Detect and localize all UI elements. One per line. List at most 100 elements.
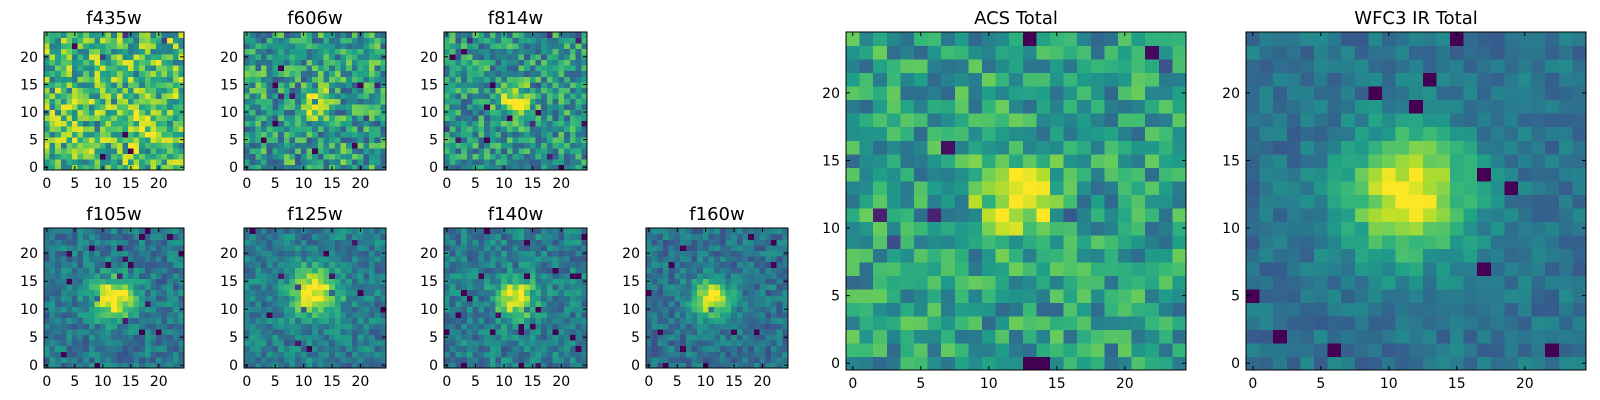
heatmap-cell	[60, 81, 67, 88]
heatmap-cell	[472, 295, 479, 302]
heatmap-cell	[55, 239, 62, 246]
heatmap-cell	[357, 328, 364, 335]
heatmap-cell	[472, 92, 479, 99]
heatmap-cell	[357, 131, 364, 138]
heatmap-cell	[725, 317, 732, 324]
heatmap-cell	[569, 317, 577, 324]
heatmap-cell	[272, 289, 279, 296]
heatmap-cell	[161, 48, 168, 55]
heatmap-cell	[663, 328, 670, 335]
heatmap-cell	[512, 312, 519, 319]
heatmap-cell	[674, 256, 681, 263]
heatmap-cell	[323, 306, 330, 313]
heatmap-cell	[575, 142, 582, 149]
heatmap-cell	[478, 131, 485, 138]
heatmap-cell	[150, 351, 157, 358]
heatmap-cell	[374, 351, 381, 358]
heatmap-cell	[1131, 342, 1146, 358]
heatmap-cell	[1145, 234, 1160, 249]
heatmap-cell	[72, 48, 79, 55]
heatmap-cell	[651, 267, 658, 274]
heatmap-cell	[83, 120, 90, 127]
heatmap-cell	[541, 142, 548, 149]
heatmap-cell	[472, 65, 479, 72]
heatmap-cell	[380, 158, 387, 166]
heatmap-cell	[357, 70, 364, 77]
heatmap-cell	[501, 81, 508, 88]
heatmap-cell	[261, 109, 268, 116]
heatmap-cell	[569, 323, 577, 330]
heatmap-cell	[466, 328, 474, 335]
heatmap-cell	[128, 81, 135, 88]
heatmap-cell	[1009, 302, 1024, 317]
heatmap-cell	[161, 250, 168, 257]
heatmap-cell	[575, 345, 582, 352]
heatmap-cell	[363, 48, 370, 55]
heatmap-cell	[340, 92, 347, 99]
heatmap-cell	[968, 288, 983, 303]
heatmap-cell	[116, 278, 123, 285]
heatmap-cell	[524, 98, 531, 105]
heatmap-cell	[782, 272, 789, 279]
heatmap-cell	[72, 131, 79, 138]
heatmap-cell	[88, 284, 95, 291]
heatmap-cell	[139, 70, 146, 77]
heatmap-cell	[306, 87, 313, 94]
heatmap-cell	[249, 70, 256, 77]
heatmap-cell	[569, 164, 577, 171]
heatmap-cell	[178, 312, 185, 319]
heatmap-cell	[1077, 261, 1092, 276]
heatmap-cell	[564, 125, 571, 132]
heatmap-cell	[380, 261, 387, 268]
heatmap-cell	[674, 300, 681, 307]
heatmap-cell	[512, 328, 519, 335]
heatmap-cell	[472, 256, 479, 263]
heatmap-cell	[748, 233, 755, 240]
heatmap-cell	[156, 295, 163, 302]
heatmap-cell	[736, 267, 744, 274]
heatmap-cell	[501, 136, 508, 143]
heatmap-cell	[49, 76, 56, 83]
heatmap-cell	[782, 295, 789, 302]
heatmap-cell	[546, 306, 554, 313]
heatmap-cell	[524, 65, 531, 72]
heatmap-cell	[60, 70, 67, 77]
heatmap-cell	[564, 300, 571, 307]
heatmap-cell	[111, 125, 118, 132]
heatmap-cell	[455, 284, 462, 291]
heatmap-cell	[484, 256, 491, 263]
heatmap-cell	[329, 153, 336, 160]
heatmap-cell	[272, 125, 279, 132]
heatmap-cell	[334, 295, 342, 302]
heatmap-cell	[753, 244, 761, 251]
heatmap-cell	[748, 250, 755, 257]
heatmap-cell	[100, 37, 107, 44]
heatmap-cell	[1145, 356, 1160, 371]
heatmap-cell	[289, 362, 296, 369]
heatmap-cell	[272, 239, 279, 246]
heatmap-cell	[691, 278, 698, 285]
heatmap-cell	[272, 65, 279, 72]
heatmap-cell	[782, 261, 789, 268]
heatmap-cell	[116, 356, 123, 363]
heatmap-cell	[249, 256, 256, 263]
heatmap-cell	[329, 37, 336, 44]
heatmap-cell	[581, 267, 588, 274]
heatmap-cell	[44, 284, 51, 291]
heatmap-cell	[161, 295, 168, 302]
heatmap-cell	[334, 59, 342, 66]
heatmap-cell	[663, 340, 670, 347]
heatmap-cell	[770, 340, 778, 347]
x-tick-label: 20	[352, 374, 370, 390]
heatmap-cell	[300, 306, 308, 313]
heatmap-cell	[484, 328, 491, 335]
heatmap-cell	[748, 239, 755, 246]
heatmap-cell	[116, 142, 123, 149]
heatmap-cell	[506, 300, 514, 307]
heatmap-cell	[524, 256, 531, 263]
heatmap-cell	[346, 233, 353, 240]
heatmap-cell	[489, 256, 497, 263]
heatmap-cell	[357, 109, 364, 116]
heatmap-cell	[506, 153, 514, 160]
heatmap-cell	[144, 312, 151, 319]
